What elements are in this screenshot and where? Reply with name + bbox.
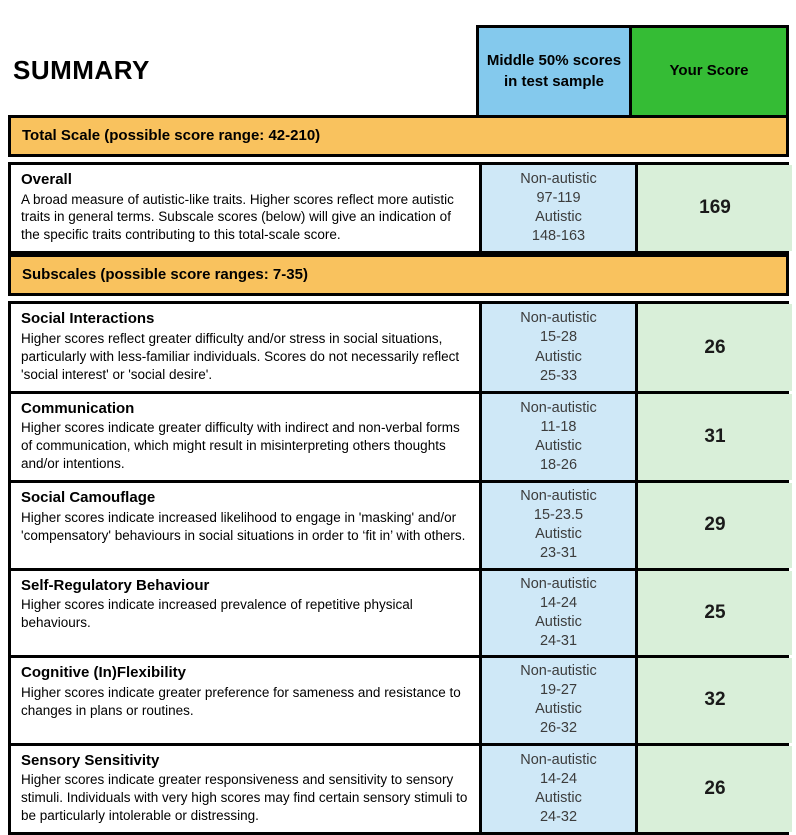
column-header-your-score: Your Score xyxy=(632,25,789,115)
column-header-middle-50: Middle 50% scores in test sample xyxy=(476,25,632,115)
non-autistic-range: 14-24 xyxy=(539,594,578,611)
description-cell: Cognitive (In)Flexibility Higher scores … xyxy=(11,658,479,743)
description-cell: Self-Regulatory Behaviour Higher scores … xyxy=(11,570,479,656)
range-cell: Non-autistic 97-119 Autistic 148-163 xyxy=(479,165,635,252)
autistic-label: Autistic xyxy=(535,613,582,630)
row-description: Higher scores indicate increased prevale… xyxy=(21,597,413,631)
middle-col-label-line2: in test sample xyxy=(503,72,605,90)
score-cell: 169 xyxy=(635,165,792,252)
non-autistic-label: Non-autistic xyxy=(520,488,597,505)
score-col-label: Your Score xyxy=(669,62,749,80)
row-description: Higher scores indicate greater preferenc… xyxy=(21,684,461,718)
non-autistic-range: 19-27 xyxy=(539,682,578,699)
table-row-self-regulatory-behaviour: Self-Regulatory Behaviour Higher scores … xyxy=(8,570,792,659)
non-autistic-label: Non-autistic xyxy=(520,310,597,327)
row-title: Self-Regulatory Behaviour xyxy=(21,576,210,594)
non-autistic-label: Non-autistic xyxy=(520,751,597,768)
row-title: Cognitive (In)Flexibility xyxy=(21,664,187,682)
autistic-range: 23-31 xyxy=(539,545,578,562)
row-title: Social Interactions xyxy=(21,310,155,328)
non-autistic-range: 15-28 xyxy=(539,329,578,346)
score-value: 31 xyxy=(704,425,726,447)
section-band-total-scale: Total Scale (possible score range: 42-21… xyxy=(8,115,789,157)
autistic-range: 18-26 xyxy=(539,457,578,474)
autistic-range: 25-33 xyxy=(539,367,578,384)
score-value: 169 xyxy=(699,197,731,219)
range-cell: Non-autistic 14-24 Autistic 24-31 xyxy=(479,570,635,656)
row-title: Overall xyxy=(21,171,72,188)
autistic-label: Autistic xyxy=(535,701,582,718)
autistic-range: 24-31 xyxy=(539,632,578,649)
score-cell: 31 xyxy=(635,393,792,481)
score-cell: 29 xyxy=(635,483,792,568)
table-row-sensory-sensitivity: Sensory Sensitivity Higher scores indica… xyxy=(8,745,792,835)
description-cell: Sensory Sensitivity Higher scores indica… xyxy=(11,745,479,832)
row-description: A broad measure of autistic-like traits.… xyxy=(21,191,454,243)
score-value: 29 xyxy=(704,514,726,536)
score-cell: 26 xyxy=(635,304,792,391)
score-cell: 32 xyxy=(635,658,792,743)
table-row-social-interactions: Social Interactions Higher scores reflec… xyxy=(8,301,792,394)
summary-report: SUMMARY Middle 50% scores in test sample… xyxy=(8,25,792,835)
non-autistic-range: 15-23.5 xyxy=(533,507,584,524)
table-row-social-camouflage: Social Camouflage Higher scores indicate… xyxy=(8,483,792,571)
description-cell: Overall A broad measure of autistic-like… xyxy=(11,165,479,252)
row-title: Communication xyxy=(21,399,135,417)
autistic-range: 24-32 xyxy=(539,808,578,825)
row-title: Sensory Sensitivity xyxy=(21,751,160,769)
range-cell: Non-autistic 15-23.5 Autistic 23-31 xyxy=(479,483,635,568)
row-description: Higher scores indicate increased likelih… xyxy=(21,509,466,543)
description-cell: Communication Higher scores indicate gre… xyxy=(11,393,479,481)
table-row-communication: Communication Higher scores indicate gre… xyxy=(8,393,792,484)
score-value: 26 xyxy=(704,336,726,358)
autistic-label: Autistic xyxy=(535,526,582,543)
table-header: SUMMARY Middle 50% scores in test sample… xyxy=(8,25,789,115)
middle-col-label-line1: Middle 50% scores xyxy=(486,52,622,70)
score-value: 25 xyxy=(704,601,726,623)
autistic-label: Autistic xyxy=(535,789,582,806)
row-description: Higher scores reflect greater difficulty… xyxy=(21,330,460,382)
row-description: Higher scores indicate greater difficult… xyxy=(21,420,460,472)
range-cell: Non-autistic 15-28 Autistic 25-33 xyxy=(479,304,635,391)
title-cell: SUMMARY xyxy=(8,25,476,115)
non-autistic-range: 11-18 xyxy=(540,418,577,435)
score-cell: 26 xyxy=(635,745,792,832)
autistic-range: 26-32 xyxy=(539,720,578,737)
page-title: SUMMARY xyxy=(13,54,150,85)
table-row-overall: Overall A broad measure of autistic-like… xyxy=(8,162,792,255)
range-cell: Non-autistic 11-18 Autistic 18-26 xyxy=(479,393,635,481)
score-cell: 25 xyxy=(635,570,792,656)
section-band-subscales: Subscales (possible score ranges: 7-35) xyxy=(8,254,789,297)
autistic-label: Autistic xyxy=(535,209,582,226)
description-cell: Social Interactions Higher scores reflec… xyxy=(11,304,479,391)
row-description: Higher scores indicate greater responsiv… xyxy=(21,772,468,823)
non-autistic-range: 97-119 xyxy=(536,190,581,207)
non-autistic-range: 14-24 xyxy=(539,770,578,787)
table-row-cognitive-inflexibility: Cognitive (In)Flexibility Higher scores … xyxy=(8,658,792,746)
non-autistic-label: Non-autistic xyxy=(520,663,597,680)
autistic-label: Autistic xyxy=(535,437,582,454)
score-value: 32 xyxy=(704,689,726,711)
non-autistic-label: Non-autistic xyxy=(520,170,597,187)
score-value: 26 xyxy=(704,777,726,799)
autistic-label: Autistic xyxy=(535,348,582,365)
row-title: Social Camouflage xyxy=(21,489,156,507)
autistic-range: 148-163 xyxy=(531,228,586,245)
non-autistic-label: Non-autistic xyxy=(520,399,597,416)
description-cell: Social Camouflage Higher scores indicate… xyxy=(11,483,479,568)
non-autistic-label: Non-autistic xyxy=(520,575,597,592)
range-cell: Non-autistic 19-27 Autistic 26-32 xyxy=(479,658,635,743)
range-cell: Non-autistic 14-24 Autistic 24-32 xyxy=(479,745,635,832)
